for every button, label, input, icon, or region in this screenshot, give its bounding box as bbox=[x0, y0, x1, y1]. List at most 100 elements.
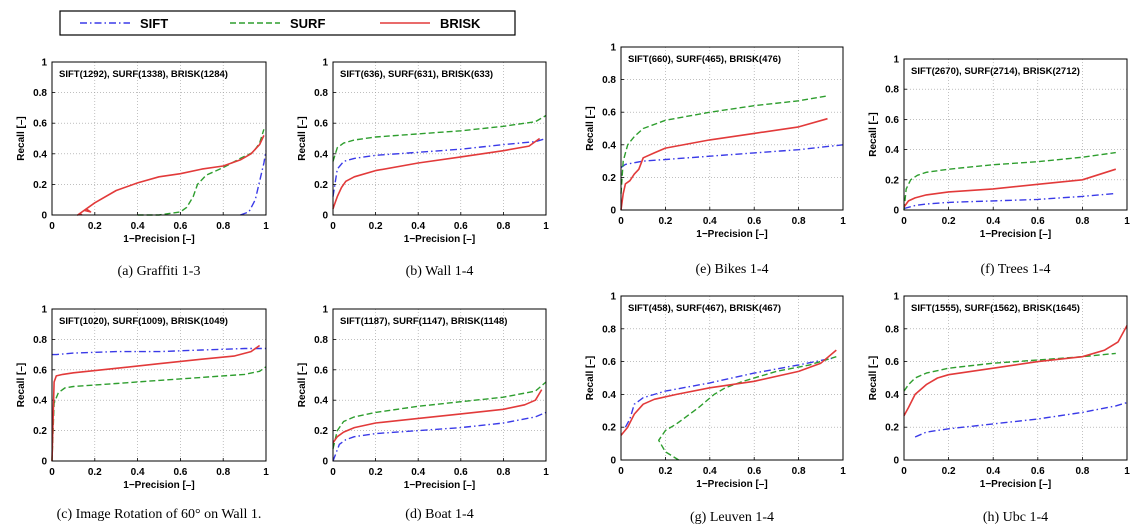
y-tick-label: 0.4 bbox=[885, 145, 899, 156]
y-tick-label: 0.2 bbox=[314, 426, 328, 437]
y-axis-label: Recall [–] bbox=[16, 363, 27, 407]
y-tick-label: 0.6 bbox=[314, 119, 328, 130]
series-line-brisk bbox=[903, 168, 1117, 208]
y-axis-label: Recall [–] bbox=[585, 356, 596, 400]
y-tick-label: 0.4 bbox=[885, 390, 899, 401]
x-axis-label: 1−Precision [–] bbox=[696, 479, 767, 490]
x-tick-label: 0 bbox=[330, 467, 336, 478]
y-tick-label: 0 bbox=[41, 457, 47, 468]
y-tick-label: 0 bbox=[893, 456, 899, 467]
chart-panels: 0 0.2 0.4 0.6 0.8 1 0 0.2 0.4 0.6 0.8 1 SIFT(1292), … bbox=[16, 43, 1130, 526]
x-tick-label: 0.8 bbox=[216, 221, 230, 232]
panel-caption: (c) Image Rotation of 60° on Wall 1. bbox=[57, 507, 262, 522]
series-line-sift bbox=[52, 347, 266, 356]
x-tick-label: 0.4 bbox=[986, 216, 1000, 227]
y-tick-label: 0 bbox=[610, 206, 616, 217]
x-tick-label: 0.8 bbox=[496, 467, 510, 478]
y-tick-label: 1 bbox=[322, 58, 328, 69]
plot-frame bbox=[620, 295, 844, 461]
x-tick-label: 0.4 bbox=[131, 221, 145, 232]
x-tick-label: 1 bbox=[840, 216, 846, 227]
chart-panel: 0 0.2 0.4 0.6 0.8 1 0 0.2 0.4 0.6 0.8 1 SIFT(1292), … bbox=[16, 58, 269, 280]
chart-panel: 0 0.2 0.4 0.6 0.8 1 0 0.2 0.4 0.6 0.8 1 SIFT(1187), … bbox=[297, 305, 549, 523]
y-axis-label: Recall [–] bbox=[585, 106, 596, 150]
x-tick-label: 1 bbox=[263, 467, 269, 478]
feature-counts: SIFT(660), SURF(465), BRISK(476) bbox=[628, 54, 781, 65]
y-axis-label: Recall [–] bbox=[868, 112, 879, 156]
y-tick-label: 0.8 bbox=[33, 88, 47, 99]
legend-label-brisk: BRISK bbox=[440, 16, 481, 31]
series-line-brisk bbox=[620, 349, 837, 436]
plot-area bbox=[333, 62, 546, 215]
x-tick-label: 0.8 bbox=[1075, 466, 1089, 477]
feature-counts: SIFT(458), SURF(467), BRISK(467) bbox=[628, 303, 781, 314]
y-tick-label: 0.8 bbox=[314, 88, 328, 99]
chart-panel: 0 0.2 0.4 0.6 0.8 1 0 0.2 0.4 0.6 0.8 1 SIFT(636), S… bbox=[297, 58, 549, 280]
panel-caption: (a) Graffiti 1-3 bbox=[118, 264, 201, 279]
chart-panel: 0 0.2 0.4 0.6 0.8 1 0 0.2 0.4 0.6 0.8 1 SIFT(1020), … bbox=[16, 305, 269, 523]
y-tick-label: 0 bbox=[41, 211, 47, 222]
y-tick-label: 0.8 bbox=[314, 335, 328, 346]
x-tick-label: 0.4 bbox=[131, 467, 145, 478]
x-axis-label: 1−Precision [–] bbox=[980, 229, 1051, 240]
y-tick-label: 0.4 bbox=[314, 149, 328, 160]
y-tick-label: 0.6 bbox=[33, 365, 47, 376]
x-tick-label: 1 bbox=[543, 221, 549, 232]
panel-caption: (g) Leuven 1-4 bbox=[690, 510, 774, 525]
series-line-brisk bbox=[332, 137, 541, 210]
y-tick-label: 0.2 bbox=[602, 173, 616, 184]
x-tick-label: 1 bbox=[840, 466, 846, 477]
x-tick-label: 0.6 bbox=[1031, 466, 1045, 477]
x-tick-label: 0.4 bbox=[986, 466, 1000, 477]
chart-panel: 0 0.2 0.4 0.6 0.8 1 0 0.2 0.4 0.6 0.8 1 SIFT(2670), … bbox=[868, 55, 1130, 278]
x-tick-label: 1 bbox=[1124, 466, 1130, 477]
y-tick-label: 0.2 bbox=[602, 423, 616, 434]
plot-frame bbox=[332, 308, 547, 462]
y-tick-label: 0.6 bbox=[602, 108, 616, 119]
panel-caption: (d) Boat 1-4 bbox=[405, 507, 473, 522]
feature-counts: SIFT(636), SURF(631), BRISK(633) bbox=[340, 69, 493, 80]
feature-counts: SIFT(1020), SURF(1009), BRISK(1049) bbox=[59, 316, 228, 327]
chart-panel: 0 0.2 0.4 0.6 0.8 1 0 0.2 0.4 0.6 0.8 1 SIFT(1555), … bbox=[868, 292, 1130, 526]
plot-area bbox=[621, 47, 843, 210]
x-tick-label: 0.6 bbox=[1031, 216, 1045, 227]
y-tick-label: 0.6 bbox=[314, 365, 328, 376]
x-axis-label: 1−Precision [–] bbox=[123, 480, 194, 491]
panel-caption: (e) Bikes 1-4 bbox=[695, 262, 768, 277]
y-tick-label: 0.4 bbox=[314, 396, 328, 407]
y-tick-label: 0.6 bbox=[885, 115, 899, 126]
series-line-brisk bbox=[76, 135, 265, 216]
series-line-brisk bbox=[51, 344, 261, 462]
y-tick-label: 0.2 bbox=[33, 180, 47, 191]
x-axis-label: 1−Precision [–] bbox=[123, 234, 194, 245]
x-tick-label: 0.8 bbox=[792, 466, 806, 477]
y-axis-label: Recall [–] bbox=[297, 116, 308, 160]
y-tick-label: 0.8 bbox=[602, 324, 616, 335]
y-tick-label: 1 bbox=[893, 292, 899, 303]
y-tick-label: 0.4 bbox=[602, 140, 616, 151]
x-tick-label: 0 bbox=[49, 221, 55, 232]
y-tick-label: 0.8 bbox=[885, 324, 899, 335]
x-tick-label: 0.2 bbox=[88, 467, 102, 478]
x-tick-label: 0.2 bbox=[658, 466, 672, 477]
y-tick-label: 1 bbox=[610, 43, 616, 54]
x-tick-label: 0 bbox=[901, 216, 907, 227]
x-tick-label: 0.2 bbox=[942, 466, 956, 477]
series-line-surf bbox=[332, 114, 547, 162]
x-tick-label: 0.2 bbox=[942, 216, 956, 227]
x-axis-label: 1−Precision [–] bbox=[404, 234, 475, 245]
plot-area bbox=[52, 62, 266, 215]
y-tick-label: 0 bbox=[322, 457, 328, 468]
y-tick-label: 1 bbox=[322, 305, 328, 316]
x-tick-label: 0.6 bbox=[173, 467, 187, 478]
series-line-brisk bbox=[903, 325, 1128, 417]
y-tick-label: 0.8 bbox=[33, 335, 47, 346]
y-tick-label: 0.6 bbox=[885, 357, 899, 368]
y-tick-label: 1 bbox=[893, 55, 899, 66]
series-line-brisk bbox=[332, 389, 543, 444]
x-tick-label: 0 bbox=[330, 221, 336, 232]
x-tick-label: 0 bbox=[618, 216, 624, 227]
y-tick-label: 0.8 bbox=[885, 85, 899, 96]
plot-frame bbox=[620, 46, 844, 211]
y-axis-label: Recall [–] bbox=[868, 356, 879, 400]
